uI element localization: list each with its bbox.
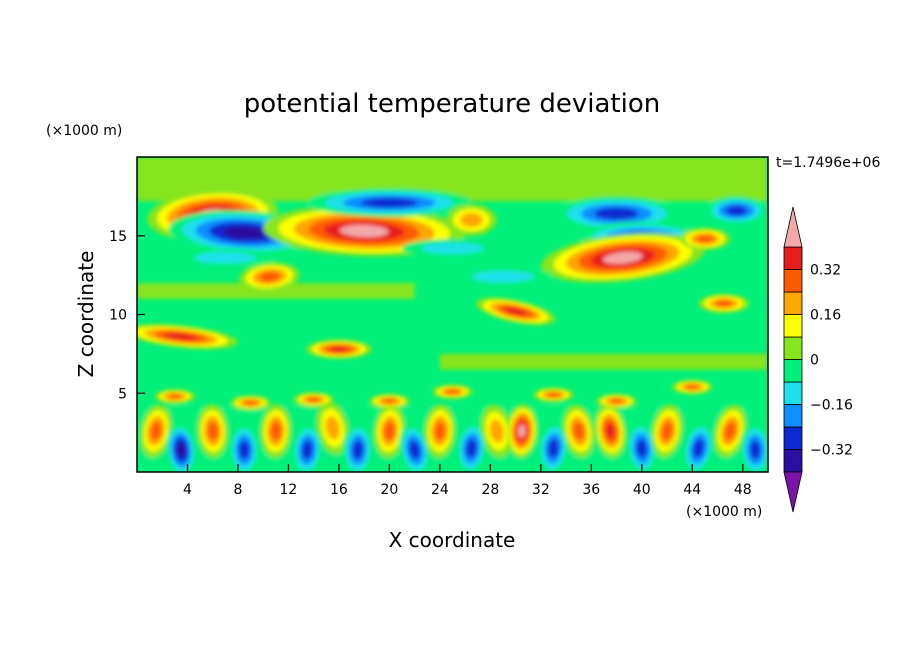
field-blob	[302, 440, 313, 460]
colorbar-segment	[783, 269, 803, 293]
colorbar-segment	[783, 336, 803, 360]
field-blob	[194, 251, 257, 264]
field-blob	[460, 213, 483, 227]
x-unit-label: (×1000 m)	[686, 504, 762, 520]
field-blob	[434, 421, 446, 441]
field-blob	[636, 439, 648, 458]
y-axis: 5 10 15	[109, 229, 145, 402]
field-blob	[471, 270, 535, 283]
field-blob	[466, 439, 477, 458]
colorbar-tick-label: −0.16	[810, 398, 853, 414]
field-blob	[693, 439, 705, 458]
x-tick-label: 40	[633, 482, 651, 498]
time-label: t=1.7496e+06	[776, 155, 880, 171]
field-blob	[382, 398, 397, 404]
field-blob	[360, 197, 418, 208]
field-blob	[750, 440, 761, 460]
x-tick-label: 32	[532, 482, 550, 498]
x-tick-label: 44	[683, 482, 701, 498]
field-blob	[504, 307, 527, 316]
field-blobs	[137, 157, 768, 472]
x-axis-label: X coordinate	[389, 528, 516, 552]
field-blob	[306, 397, 321, 403]
field-blob	[222, 226, 266, 239]
colorbar-tick-label: 0.16	[810, 308, 841, 324]
colorbar-top-arrow	[783, 206, 803, 248]
field-blob	[352, 440, 364, 460]
contour-field	[137, 157, 768, 472]
x-tick-label: 16	[330, 482, 348, 498]
field-blob	[325, 416, 340, 440]
y-unit-label: (×1000 m)	[46, 123, 122, 139]
x-tick-label: 4	[183, 482, 192, 498]
field-blob	[339, 224, 389, 238]
field-band	[439, 353, 768, 370]
field-blob	[609, 398, 624, 404]
colorbar-bottom-arrow	[783, 471, 803, 513]
field-blob	[603, 251, 643, 264]
colorbar: 0.32 0.16 0 −0.16 −0.32	[783, 206, 853, 513]
field-blob	[696, 235, 714, 243]
colorbar-segment	[783, 381, 803, 405]
field-blob	[489, 419, 504, 443]
x-tick-label: 48	[734, 482, 752, 498]
colorbar-segment	[783, 359, 803, 383]
y-tick-label: 5	[118, 386, 127, 402]
field-blob	[605, 423, 615, 439]
field-blob	[384, 421, 395, 441]
colorbar-tick-label: −0.32	[810, 443, 853, 459]
field-blob	[409, 440, 421, 460]
x-tick-label: 8	[233, 482, 242, 498]
colorbar-segment	[783, 426, 803, 450]
field-blob	[715, 300, 733, 307]
field-blob	[421, 242, 484, 255]
x-tick-label: 28	[481, 482, 499, 498]
y-tick-label: 15	[109, 229, 127, 245]
x-tick-label: 36	[582, 482, 600, 498]
field-blob	[239, 440, 250, 460]
field-blob	[150, 421, 162, 441]
field-blob	[176, 442, 186, 458]
x-tick-label: 12	[280, 482, 298, 498]
colorbar-tick-label: 0.32	[810, 263, 841, 279]
colorbar-tick-label: 0	[810, 353, 819, 369]
y-tick-label: 10	[109, 308, 127, 324]
colorbar-segment	[783, 291, 803, 315]
field-blob	[270, 421, 282, 441]
field-blob	[661, 421, 673, 441]
colorbar-segment	[783, 449, 803, 473]
x-tick-label: 24	[431, 482, 449, 498]
x-axis: 4 8 12 16 20 24 28 32 36 40 44 48	[183, 464, 752, 498]
field-blob	[725, 205, 748, 216]
field-blob	[165, 332, 198, 341]
colorbar-segment	[783, 246, 803, 270]
field-blob	[724, 421, 736, 441]
colorbar-segment	[783, 404, 803, 428]
field-blob	[167, 393, 182, 399]
field-blob	[548, 439, 559, 458]
field-blob	[685, 384, 700, 390]
y-axis-label: Z coordinate	[74, 251, 98, 378]
field-blob	[259, 271, 281, 282]
field-band	[137, 283, 415, 299]
field-blob	[518, 424, 526, 438]
chart-title: potential temperature deviation	[244, 89, 660, 119]
x-tick-label: 20	[380, 482, 398, 498]
field-blob	[445, 389, 460, 395]
field-blob	[207, 421, 219, 441]
colorbar-segment	[783, 314, 803, 338]
field-blob	[573, 421, 585, 441]
field-blob	[546, 392, 561, 398]
field-blob	[329, 346, 349, 352]
field-blob	[594, 207, 639, 220]
field-blob	[243, 400, 258, 406]
